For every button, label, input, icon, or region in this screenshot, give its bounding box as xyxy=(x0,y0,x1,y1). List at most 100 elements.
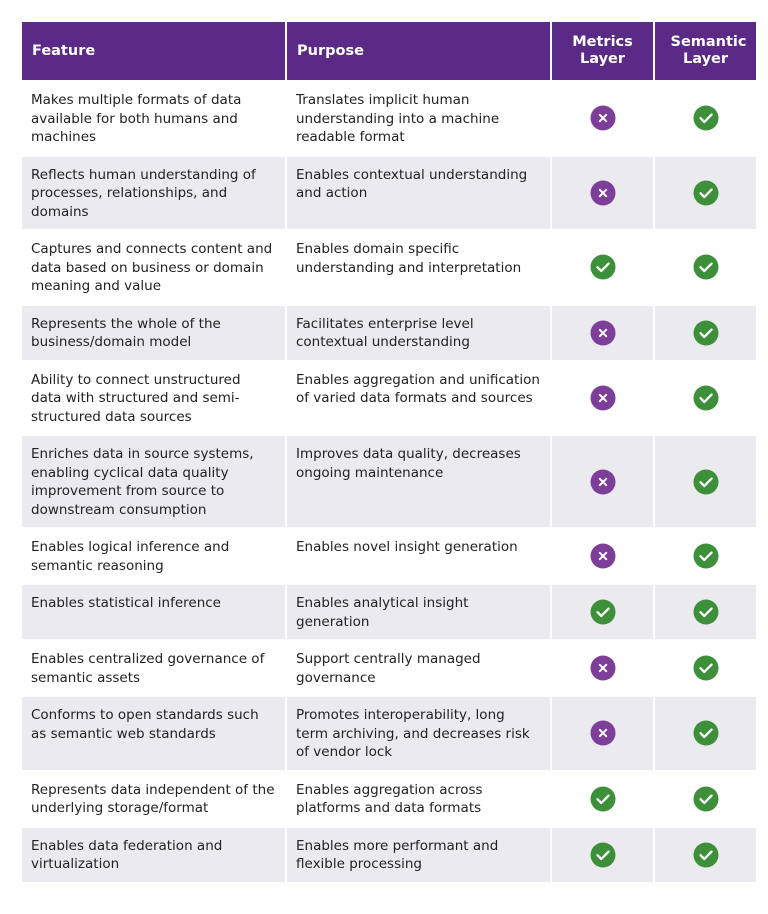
check-icon xyxy=(590,842,615,867)
purpose-cell: Enables aggregation and unification of v… xyxy=(296,371,540,407)
semantic-cell xyxy=(655,231,756,304)
check-icon xyxy=(693,105,718,131)
purpose-cell: Support centrally managed governance xyxy=(296,651,481,686)
check-mark xyxy=(595,793,610,804)
check-icon xyxy=(590,599,615,625)
comparison-table: Feature Purpose Metrics Layer Semantic L… xyxy=(20,20,758,884)
purpose-cell: Improves data quality, decreases ongoing… xyxy=(287,436,550,527)
cross-icon xyxy=(590,320,615,345)
feature-cell: Represents data independent of the under… xyxy=(31,781,275,817)
cross-icon xyxy=(590,543,615,569)
purpose-cell: Facilitates enterprise level contextual … xyxy=(287,305,550,360)
feature-cell: Enriches data in source systems, enablin… xyxy=(22,436,285,527)
header-cell: Metrics Layer xyxy=(552,22,653,80)
table-row: Ability to connect unstructured data wit… xyxy=(22,362,756,435)
metrics-cell xyxy=(552,585,653,639)
cross-mark xyxy=(598,729,607,738)
header-row: Feature Purpose Metrics Layer Semantic L… xyxy=(22,22,756,80)
metrics-cell xyxy=(552,827,653,882)
icon-circle xyxy=(693,543,718,569)
check-icon xyxy=(693,254,718,280)
feature-cell: Enables data federation and virtualizati… xyxy=(22,827,285,882)
check-icon xyxy=(693,543,718,569)
check-icon xyxy=(693,320,718,345)
header-cell: Semantic Layer xyxy=(655,22,756,80)
check-icon xyxy=(693,786,718,811)
icon-circle xyxy=(693,254,718,280)
icon-circle xyxy=(590,254,615,280)
check-mark xyxy=(595,849,610,860)
table-row: Enables logical inference and semantic r… xyxy=(22,529,756,583)
icon-circle xyxy=(693,105,718,131)
table-row: Represents the whole of the business/dom… xyxy=(22,305,756,360)
feature-cell: Reflects human understanding of processe… xyxy=(22,156,285,229)
icon-circle xyxy=(590,786,615,811)
purpose-cell: Promotes interoperability, long term arc… xyxy=(287,697,550,770)
metrics-cell xyxy=(552,82,653,155)
semantic-cell xyxy=(655,82,756,155)
table-row: Reflects human understanding of processe… xyxy=(22,156,756,229)
icon-circle xyxy=(693,385,718,411)
check-mark xyxy=(698,551,713,562)
semantic-cell xyxy=(655,305,756,360)
icon-circle xyxy=(693,842,718,867)
cross-mark xyxy=(598,114,607,123)
check-mark xyxy=(698,476,713,487)
check-mark xyxy=(698,607,713,618)
cross-mark xyxy=(598,393,607,402)
feature-cell: Enables statistical inference xyxy=(22,585,285,639)
feature-cell: Conforms to open standards such as seman… xyxy=(22,697,285,770)
table-body: Makes multiple formats of data available… xyxy=(22,82,756,882)
feature-cell: Represents the whole of the business/dom… xyxy=(22,305,285,360)
feature-cell: Enables logical inference and semantic r… xyxy=(31,539,230,574)
cross-icon xyxy=(590,720,615,746)
icon-circle xyxy=(590,599,615,625)
purpose-cell: Enables contextual understanding and act… xyxy=(287,156,550,229)
metrics-cell xyxy=(552,362,653,435)
check-icon xyxy=(693,842,718,867)
feature-cell: Captures and connects content and data b… xyxy=(31,241,273,294)
semantic-cell xyxy=(655,827,756,882)
purpose-cell: Enables analytical insight generation xyxy=(287,585,550,639)
check-mark xyxy=(595,607,610,618)
purpose-cell: Enables domain specific understanding an… xyxy=(296,241,522,276)
purpose-cell: Translates implicit human understanding … xyxy=(296,92,500,145)
check-icon xyxy=(693,469,718,494)
check-mark xyxy=(698,849,713,860)
metrics-cell xyxy=(552,772,653,826)
table-row: Enables statistical inference Enables ana… xyxy=(22,585,756,639)
cross-mark xyxy=(598,551,607,561)
check-icon xyxy=(693,655,718,681)
cross-icon xyxy=(590,180,615,206)
check-mark xyxy=(698,663,713,674)
cross-icon xyxy=(590,385,615,411)
purpose-cell: Enables aggregation across platforms and… xyxy=(296,781,483,817)
cross-mark xyxy=(598,328,607,337)
table-row: Makes multiple formats of data available… xyxy=(22,82,756,155)
metrics-cell xyxy=(552,156,653,229)
metrics-cell xyxy=(552,305,653,360)
feature-cell: Enables centralized governance of semant… xyxy=(31,651,265,686)
check-mark xyxy=(698,728,713,739)
cross-icon xyxy=(590,469,615,494)
check-mark xyxy=(698,793,713,804)
cross-mark xyxy=(598,477,607,486)
icon-circle xyxy=(693,599,718,625)
check-mark xyxy=(698,393,713,403)
semantic-cell xyxy=(655,641,756,695)
check-icon xyxy=(693,599,718,625)
cross-mark xyxy=(598,663,607,673)
check-mark xyxy=(698,262,713,273)
feature-cell: Makes multiple formats of data available… xyxy=(31,92,242,145)
icon-circle xyxy=(693,320,718,345)
table-row: Enriches data in source systems, enablin… xyxy=(22,436,756,527)
check-icon xyxy=(590,254,615,280)
check-icon xyxy=(693,180,718,206)
check-mark xyxy=(698,327,713,338)
metrics-cell xyxy=(552,697,653,770)
table-row: Captures and connects content and data b… xyxy=(22,231,756,304)
check-icon xyxy=(693,385,718,411)
semantic-cell xyxy=(655,436,756,527)
purpose-cell: Enables more performant and flexible pro… xyxy=(287,827,550,882)
